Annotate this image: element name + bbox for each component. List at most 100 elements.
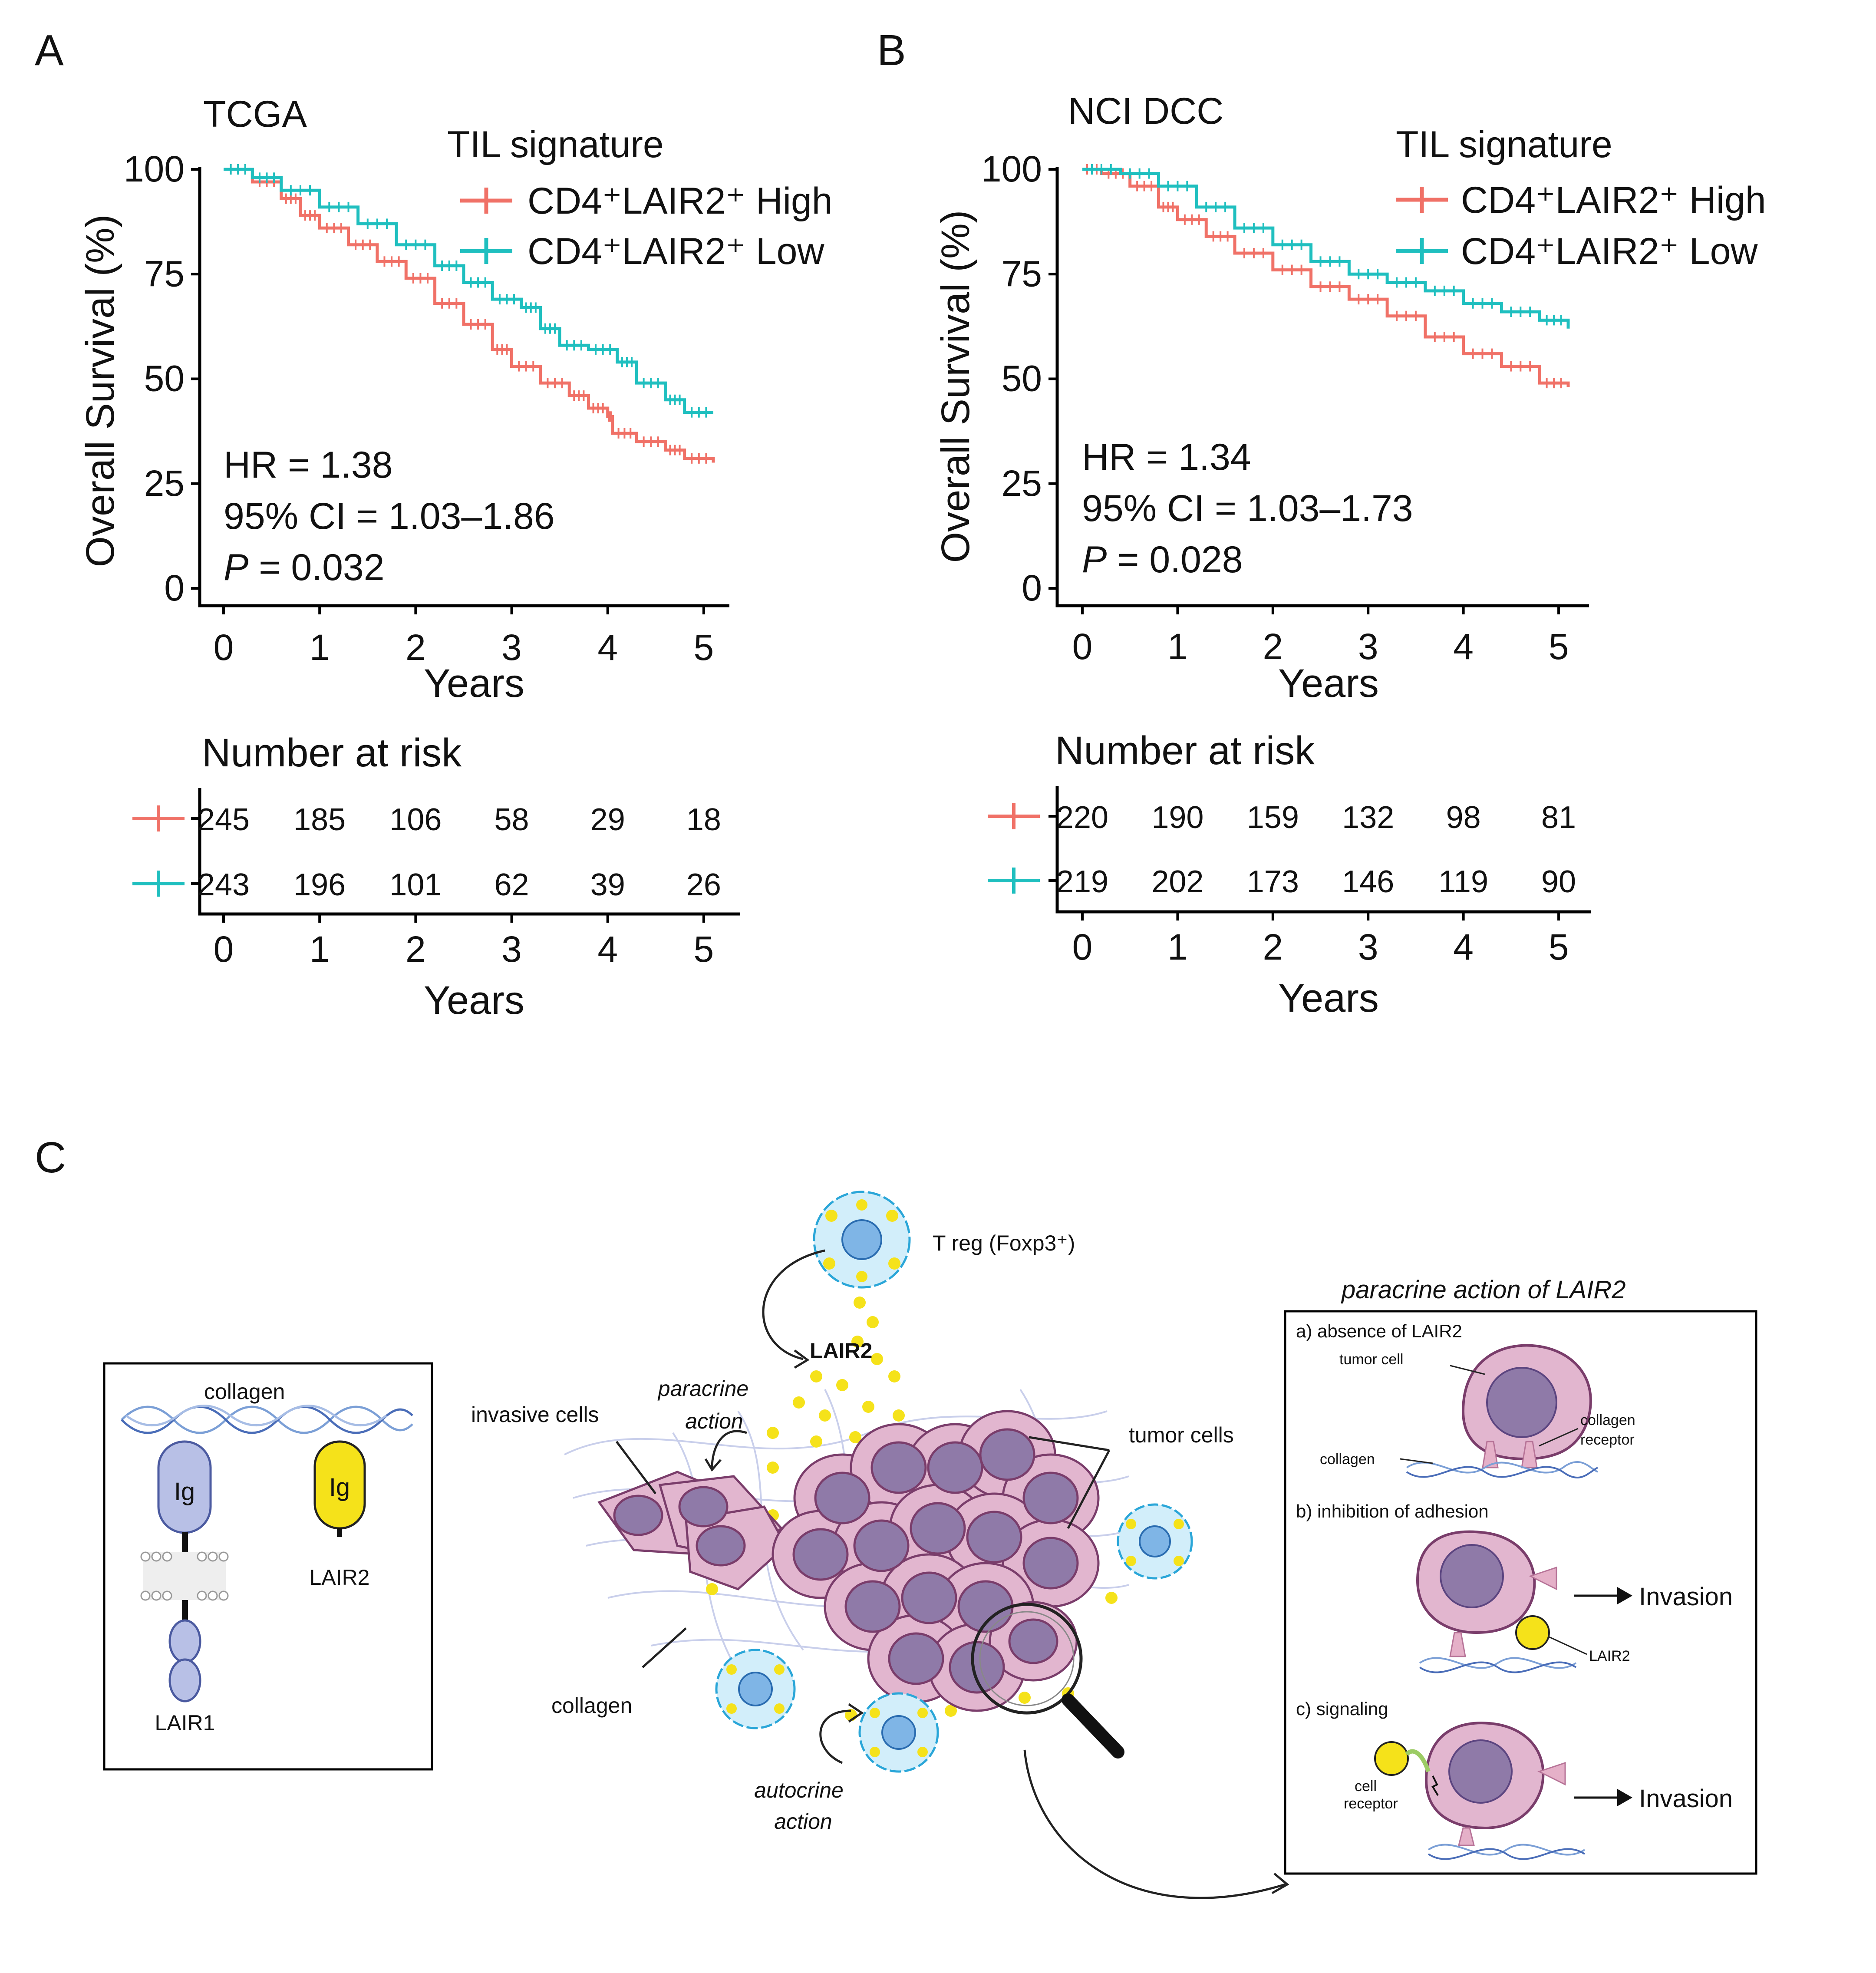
chart-a-p-label: P [224, 547, 248, 588]
risk-count-low: 146 [1342, 864, 1394, 899]
paracrine-label-2: action [685, 1409, 743, 1433]
risk-xtick-label: 5 [1549, 927, 1569, 967]
tumor-microenvironment: T reg (Foxp3⁺) LAIR2 paracrine action in… [471, 1191, 1289, 1899]
chart-a-p: P = 0.032 [224, 547, 385, 588]
risk-xtick-label: 1 [1167, 927, 1188, 967]
chart-b-ylabel: Overall Survival (%) [933, 210, 978, 563]
risk-b-title: Number at risk [1055, 729, 1315, 773]
risk-xtick-label: 3 [1358, 927, 1378, 967]
chart-b-p-label: P [1082, 539, 1107, 581]
risk-a-axes [198, 788, 740, 916]
risk-count-low: 62 [494, 868, 529, 902]
risk-xtick-label: 2 [1263, 927, 1283, 967]
treg-cells [715, 1191, 1193, 1773]
risk-count-low: 243 [198, 868, 250, 902]
risk-b-axes [1055, 786, 1591, 914]
xtick-label: 0 [1072, 626, 1093, 667]
chart-b-axes [1055, 167, 1589, 607]
lair2-protein: Ig LAIR2 [310, 1440, 370, 1590]
lair2-structure-label: LAIR2 [310, 1565, 370, 1590]
chart-a-legend-title: TIL signature [447, 124, 664, 165]
ytick-label: 100 [981, 148, 1042, 189]
tumor-cells-label: tumor cells [1129, 1423, 1234, 1447]
cell-membrane [140, 1551, 229, 1601]
risk-xtick-label: 1 [310, 929, 330, 970]
chart-b-legend-low: CD4⁺LAIR2⁺ Low [1396, 231, 1758, 272]
ytick-label: 50 [144, 358, 185, 399]
panel-label-b: B [877, 26, 906, 75]
step-b-lair2-label: LAIR2 [1589, 1648, 1630, 1664]
step-c-invasion-label: Invasion [1639, 1785, 1733, 1813]
risk-count-high: 18 [686, 802, 721, 837]
risk-count-low: 196 [293, 868, 346, 902]
chart-b-title: NCI DCC [1068, 90, 1223, 132]
risk-b-high-marker [988, 803, 1040, 829]
risk-b-xlabel: Years [1278, 976, 1379, 1020]
treg-label: T reg (Foxp3⁺) [933, 1231, 1075, 1255]
xtick-label: 3 [501, 627, 522, 668]
step-b-label: b) inhibition of adhesion [1296, 1501, 1489, 1521]
risk-count-low: 90 [1541, 864, 1576, 899]
step-b-cell [1416, 1530, 1632, 1673]
lair2-center-label: LAIR2 [810, 1339, 872, 1363]
ytick-label: 0 [164, 567, 185, 608]
xtick-label: 1 [1167, 626, 1188, 667]
step-a-label: a) absence of LAIR2 [1296, 1321, 1462, 1341]
xtick-label: 1 [310, 627, 330, 668]
treg-cell-right [1117, 1503, 1193, 1580]
chart-a-hr: HR = 1.38 [224, 444, 393, 486]
risk-b-low-marker [988, 868, 1040, 894]
ytick-label: 0 [1022, 567, 1042, 608]
lair2-ig-label: Ig [329, 1473, 350, 1501]
risk-count-low: 119 [1438, 864, 1488, 899]
xtick-label: 2 [1263, 626, 1283, 667]
paracrine-label-1: paracrine [657, 1376, 748, 1401]
risk-xtick-label: 0 [1072, 927, 1093, 967]
lair1-ig-label: Ig [174, 1478, 195, 1506]
step-a-receptor-label-1: collagen [1580, 1412, 1635, 1429]
ytick-label: 100 [124, 148, 185, 189]
box-collagen-helix [121, 1405, 413, 1434]
risk-count-low: 39 [590, 868, 625, 902]
risk-count-low: 26 [686, 868, 721, 902]
risk-a-xlabel: Years [424, 978, 524, 1023]
risk-count-high: 132 [1342, 800, 1394, 835]
chart-b-legend-low-label: CD4⁺LAIR2⁺ Low [1461, 231, 1758, 272]
risk-count-low: 219 [1056, 864, 1108, 899]
chart-a-title: TCGA [203, 93, 307, 135]
chart-a-axes [198, 167, 729, 607]
xtick-label: 0 [214, 627, 234, 668]
risk-count-high: 220 [1056, 800, 1108, 835]
step-a-tumor-cell-label: tumor cell [1339, 1351, 1403, 1368]
chart-b-legend-high: CD4⁺LAIR2⁺ High [1396, 179, 1766, 221]
chart-a-legend-high-label: CD4⁺LAIR2⁺ High [528, 180, 833, 222]
chart-a-legend-low: CD4⁺LAIR2⁺ Low [460, 231, 824, 272]
chart-a-ci: 95% CI = 1.03–1.86 [224, 495, 555, 537]
step-a-receptor-label-2: receptor [1580, 1432, 1635, 1448]
chart-a-plot: 0 25 50 75 100 0 1 2 3 4 5 [124, 148, 729, 668]
step-c-receptor-label-2: receptor [1344, 1795, 1398, 1812]
risk-count-high: 98 [1446, 800, 1481, 835]
chart-b-legend-title: TIL signature [1396, 124, 1612, 165]
ytick-label: 25 [144, 463, 185, 504]
lair1-label: LAIR1 [155, 1711, 215, 1735]
step-b-invasion-label: Invasion [1639, 1583, 1733, 1611]
step-c-label: c) signaling [1296, 1699, 1388, 1719]
magnifying-glass-icon [971, 1603, 1124, 1759]
autocrine-label-2: action [774, 1809, 832, 1834]
ytick-label: 25 [1002, 463, 1042, 504]
risk-count-high: 58 [494, 802, 529, 837]
treg-cell-left-bottom [715, 1649, 796, 1729]
risk-count-low: 101 [389, 868, 442, 902]
step-a-collagen-label: collagen [1320, 1451, 1375, 1468]
arrows-center [616, 1249, 1289, 1899]
risk-a-low-marker [132, 871, 185, 897]
lair-structure-box: collagen Ig LAIR1 Ig LAIR2 [103, 1362, 433, 1771]
km-curve-low [1082, 168, 1570, 329]
xtick-label: 4 [597, 627, 618, 668]
box-collagen-label: collagen [204, 1379, 285, 1404]
chart-b-xlabel: Years [1278, 661, 1379, 706]
xtick-label: 3 [1358, 626, 1378, 667]
risk-xtick-label: 3 [501, 929, 522, 970]
